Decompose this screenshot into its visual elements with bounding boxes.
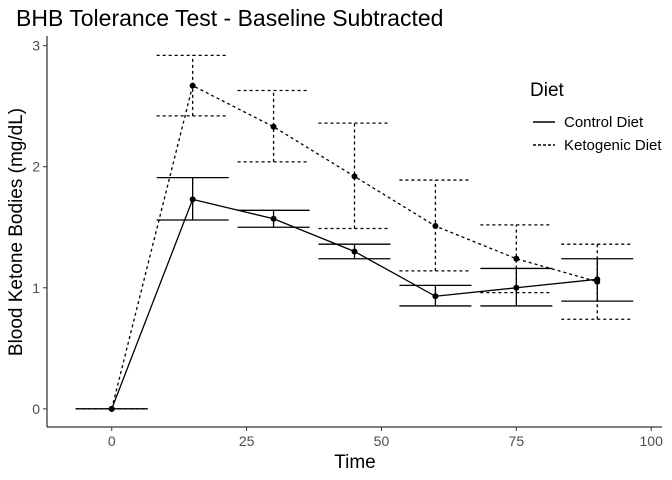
data-point <box>351 248 358 255</box>
series-ketogenic-diet <box>75 54 634 412</box>
x-tick-label: 100 <box>640 433 664 449</box>
y-tick-label: 1 <box>32 280 40 296</box>
data-point <box>189 196 196 203</box>
data-point <box>189 82 196 89</box>
plot-area <box>75 54 634 412</box>
data-point <box>594 278 601 285</box>
chart-title: BHB Tolerance Test - Baseline Subtracted <box>16 5 443 31</box>
x-tick-label: 75 <box>509 433 525 449</box>
y-axis-title: Blood Ketone Bodies (mg/dL) <box>6 108 27 356</box>
y-tick-label: 0 <box>32 401 40 417</box>
y-ticks: 0 1 2 3 <box>32 38 47 417</box>
error-bar <box>399 179 472 272</box>
x-tick-label: 50 <box>374 433 390 449</box>
data-point <box>108 405 115 412</box>
legend: Diet Control Diet Ketogenic Diet <box>530 80 662 154</box>
error-bar <box>318 122 391 230</box>
x-tick-label: 25 <box>239 433 255 449</box>
legend-label: Control Diet <box>564 114 644 131</box>
y-tick-label: 3 <box>32 38 40 54</box>
legend-label: Ketogenic Diet <box>564 137 662 154</box>
x-axis-title: Time <box>334 452 376 473</box>
data-point <box>351 173 358 180</box>
data-point <box>270 123 277 130</box>
x-tick-label: 0 <box>108 433 116 449</box>
series-line <box>111 198 598 410</box>
data-point <box>432 293 439 300</box>
x-ticks: 0 25 50 75 100 <box>108 427 663 449</box>
data-point <box>432 223 439 230</box>
axes: 0 25 50 75 100 0 1 2 3 <box>32 36 663 449</box>
legend-title: Diet <box>530 80 565 101</box>
series-control-diet <box>75 176 634 412</box>
data-point <box>513 284 520 291</box>
data-point <box>270 215 277 222</box>
y-tick-label: 2 <box>32 159 40 175</box>
error-bar <box>480 224 553 294</box>
data-point <box>513 255 520 262</box>
error-bar <box>237 89 310 163</box>
legend-items: Control Diet Ketogenic Diet <box>533 114 662 154</box>
